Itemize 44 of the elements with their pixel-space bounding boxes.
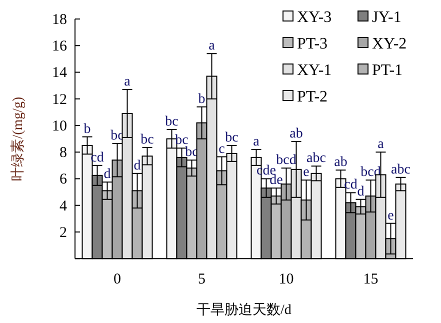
data-label: bc — [225, 130, 238, 146]
legend-label: XY-1 — [297, 62, 332, 79]
data-label: a — [253, 134, 260, 150]
data-label: bc — [165, 114, 178, 130]
data-label: b — [198, 92, 206, 107]
x-tick-label: 5 — [198, 272, 206, 288]
y-tick-label: 14 — [52, 65, 68, 82]
x-tick-label: 10 — [278, 272, 294, 288]
x-tick-label: 15 — [363, 272, 378, 288]
data-label: c — [218, 142, 225, 157]
y-tick-label: 2 — [60, 224, 67, 241]
data-label: bcd — [276, 153, 296, 168]
data-label: e — [303, 165, 310, 180]
data-label: ab — [290, 126, 303, 142]
y-tick-label: 12 — [52, 92, 67, 108]
data-label: a — [124, 74, 132, 90]
y-tick-label: 4 — [60, 198, 68, 214]
legend-label: PT-2 — [297, 88, 328, 106]
y-tick-label: 16 — [52, 38, 68, 55]
data-label: abc — [391, 162, 410, 178]
y-tick-label: 10 — [52, 118, 67, 134]
data-label: a — [208, 38, 216, 54]
data-label: bc — [110, 128, 124, 144]
legend-label: PT-3 — [297, 36, 328, 52]
data-label: d — [134, 158, 141, 174]
y-tick-label: 8 — [60, 145, 67, 162]
data-label: b — [84, 122, 91, 137]
data-label: d — [357, 184, 364, 200]
y-tick-label: 18 — [52, 12, 67, 28]
y-tick-label: 6 — [60, 172, 68, 188]
x-tick-label: 0 — [114, 272, 121, 288]
legend-label: PT-1 — [372, 62, 403, 79]
data-label: abc — [306, 151, 326, 166]
legend-label: XY-3 — [297, 9, 332, 26]
data-label: d — [104, 167, 111, 182]
data-label: e — [388, 208, 394, 224]
x-axis-title: 干旱胁迫天数/d — [196, 302, 292, 318]
y-axis-title: 叶绿素/(mg/g) — [10, 96, 26, 181]
data-label: bc — [140, 132, 154, 148]
data-label: a — [378, 137, 385, 152]
legend-label: JY-1 — [372, 9, 402, 26]
legend-label: XY-2 — [372, 36, 407, 52]
data-label: ab — [334, 155, 348, 170]
data-label: bc — [185, 145, 198, 160]
